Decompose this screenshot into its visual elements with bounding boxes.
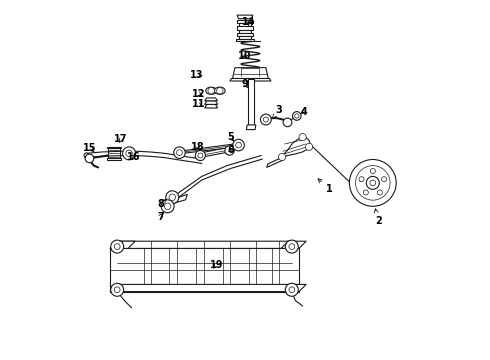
Polygon shape bbox=[230, 78, 271, 81]
Circle shape bbox=[176, 150, 182, 156]
Circle shape bbox=[111, 240, 123, 253]
Circle shape bbox=[278, 153, 286, 161]
Polygon shape bbox=[205, 98, 218, 101]
Polygon shape bbox=[267, 157, 284, 167]
Circle shape bbox=[166, 191, 179, 204]
Circle shape bbox=[283, 118, 292, 127]
Text: 8: 8 bbox=[157, 199, 167, 210]
Circle shape bbox=[349, 159, 396, 206]
Text: 16: 16 bbox=[126, 152, 140, 162]
Text: 13: 13 bbox=[190, 70, 203, 80]
Ellipse shape bbox=[215, 87, 225, 94]
Circle shape bbox=[377, 190, 382, 195]
Polygon shape bbox=[110, 284, 306, 292]
Circle shape bbox=[84, 153, 89, 158]
Polygon shape bbox=[108, 148, 120, 159]
Circle shape bbox=[217, 87, 223, 94]
Circle shape bbox=[161, 200, 174, 213]
Circle shape bbox=[367, 176, 379, 189]
Circle shape bbox=[111, 283, 123, 296]
Circle shape bbox=[294, 114, 299, 118]
Text: 1: 1 bbox=[318, 179, 333, 194]
Circle shape bbox=[233, 139, 245, 151]
Circle shape bbox=[126, 150, 132, 157]
Polygon shape bbox=[236, 39, 254, 41]
Circle shape bbox=[122, 147, 136, 160]
Circle shape bbox=[114, 287, 120, 293]
Polygon shape bbox=[239, 30, 251, 33]
Circle shape bbox=[225, 146, 234, 155]
Circle shape bbox=[293, 112, 301, 120]
Polygon shape bbox=[237, 15, 253, 19]
Polygon shape bbox=[110, 248, 299, 292]
Text: 19: 19 bbox=[210, 260, 223, 270]
Circle shape bbox=[236, 142, 242, 148]
Circle shape bbox=[382, 177, 387, 182]
Polygon shape bbox=[205, 101, 218, 104]
Polygon shape bbox=[239, 23, 251, 26]
Circle shape bbox=[285, 283, 298, 296]
Circle shape bbox=[263, 117, 269, 122]
Polygon shape bbox=[164, 194, 187, 206]
Circle shape bbox=[261, 114, 271, 125]
Circle shape bbox=[363, 190, 368, 195]
Polygon shape bbox=[237, 33, 253, 36]
Text: 14: 14 bbox=[242, 17, 255, 27]
Polygon shape bbox=[110, 241, 299, 248]
Circle shape bbox=[370, 168, 375, 174]
Circle shape bbox=[196, 150, 205, 161]
Text: 2: 2 bbox=[374, 209, 382, 226]
Polygon shape bbox=[280, 137, 311, 158]
Text: 7: 7 bbox=[157, 212, 164, 222]
Ellipse shape bbox=[206, 87, 217, 94]
Text: 17: 17 bbox=[114, 134, 127, 144]
Circle shape bbox=[174, 147, 185, 158]
Polygon shape bbox=[246, 125, 256, 130]
Polygon shape bbox=[176, 143, 240, 154]
Text: 5: 5 bbox=[227, 132, 234, 142]
Circle shape bbox=[289, 287, 294, 293]
Text: 15: 15 bbox=[83, 143, 96, 153]
Polygon shape bbox=[248, 79, 254, 126]
Polygon shape bbox=[239, 36, 251, 39]
Circle shape bbox=[299, 134, 306, 141]
Text: 3: 3 bbox=[272, 105, 283, 118]
Circle shape bbox=[359, 177, 364, 182]
Polygon shape bbox=[237, 20, 253, 23]
Circle shape bbox=[285, 240, 298, 253]
Text: 6: 6 bbox=[227, 145, 234, 156]
Polygon shape bbox=[205, 104, 218, 108]
Text: 12: 12 bbox=[192, 89, 205, 99]
Circle shape bbox=[85, 154, 94, 163]
Polygon shape bbox=[107, 158, 121, 160]
Polygon shape bbox=[281, 241, 306, 248]
Circle shape bbox=[305, 143, 313, 150]
Circle shape bbox=[164, 203, 171, 210]
Polygon shape bbox=[199, 147, 231, 158]
Text: 11: 11 bbox=[192, 99, 205, 109]
Text: 18: 18 bbox=[191, 141, 204, 152]
Circle shape bbox=[169, 194, 175, 201]
Circle shape bbox=[208, 87, 215, 94]
Circle shape bbox=[114, 244, 120, 249]
Circle shape bbox=[370, 180, 376, 186]
Text: 4: 4 bbox=[301, 107, 308, 117]
Text: 9: 9 bbox=[242, 78, 248, 89]
Polygon shape bbox=[232, 68, 269, 79]
Circle shape bbox=[289, 244, 294, 249]
Polygon shape bbox=[107, 147, 121, 148]
Text: 10: 10 bbox=[238, 51, 252, 61]
Circle shape bbox=[356, 166, 390, 200]
Polygon shape bbox=[237, 26, 253, 30]
Circle shape bbox=[198, 153, 203, 158]
Polygon shape bbox=[110, 241, 135, 248]
